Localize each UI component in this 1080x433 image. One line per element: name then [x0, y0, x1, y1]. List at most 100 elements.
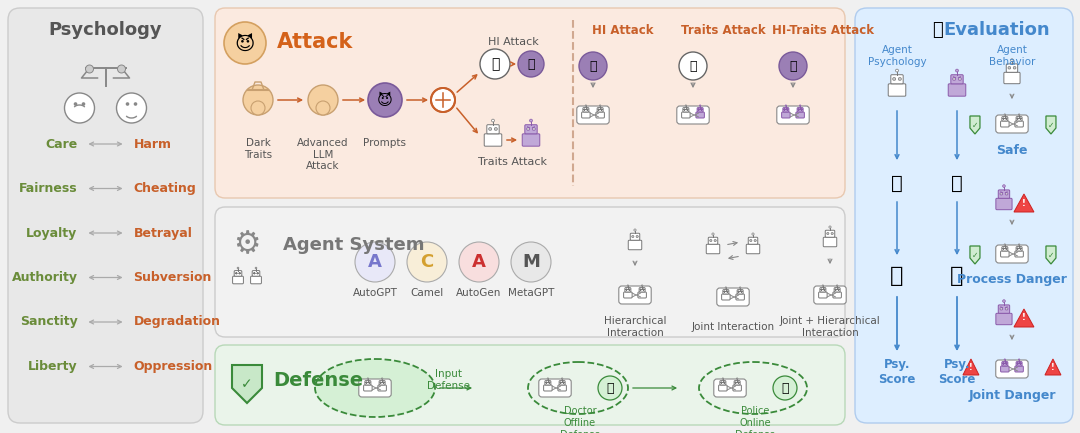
FancyBboxPatch shape	[733, 385, 741, 391]
FancyBboxPatch shape	[684, 109, 685, 110]
FancyBboxPatch shape	[1002, 118, 1004, 119]
FancyBboxPatch shape	[543, 385, 552, 391]
Text: HI Attack: HI Attack	[592, 23, 653, 36]
Text: Evaluation: Evaluation	[944, 21, 1050, 39]
FancyBboxPatch shape	[596, 112, 605, 118]
FancyBboxPatch shape	[558, 385, 566, 391]
FancyBboxPatch shape	[750, 239, 752, 242]
Circle shape	[118, 65, 125, 73]
Circle shape	[431, 88, 455, 112]
FancyBboxPatch shape	[8, 8, 203, 423]
Text: ✓: ✓	[1048, 251, 1054, 259]
Text: 👥: 👥	[951, 174, 963, 193]
FancyBboxPatch shape	[824, 289, 825, 290]
Text: AutoGPT: AutoGPT	[352, 288, 397, 298]
Circle shape	[752, 233, 754, 235]
Text: !: !	[1051, 363, 1055, 372]
Text: !: !	[1022, 313, 1026, 323]
Text: Dark
Traits: Dark Traits	[244, 138, 272, 160]
Polygon shape	[1045, 116, 1056, 134]
Text: Degradation: Degradation	[134, 316, 220, 329]
Circle shape	[1018, 359, 1020, 360]
Circle shape	[134, 102, 137, 106]
FancyBboxPatch shape	[891, 75, 903, 84]
Circle shape	[491, 119, 495, 122]
Text: A: A	[472, 253, 486, 271]
Text: Traits Attack: Traits Attack	[680, 23, 766, 36]
Text: ✓: ✓	[241, 377, 253, 391]
Circle shape	[65, 93, 95, 123]
FancyBboxPatch shape	[748, 237, 758, 244]
Text: !: !	[1022, 198, 1026, 207]
Text: 📋: 📋	[890, 266, 904, 286]
FancyBboxPatch shape	[239, 272, 241, 274]
FancyBboxPatch shape	[855, 8, 1074, 423]
Circle shape	[836, 285, 838, 286]
Text: 🧑: 🧑	[590, 59, 597, 72]
FancyBboxPatch shape	[1015, 251, 1024, 257]
FancyBboxPatch shape	[619, 286, 651, 304]
FancyBboxPatch shape	[640, 289, 642, 290]
Ellipse shape	[315, 359, 435, 417]
FancyBboxPatch shape	[714, 379, 746, 397]
Circle shape	[562, 378, 563, 379]
Text: 🧑: 🧑	[527, 58, 535, 71]
FancyBboxPatch shape	[1002, 247, 1008, 251]
Text: Camel: Camel	[410, 288, 444, 298]
FancyBboxPatch shape	[714, 239, 716, 242]
FancyBboxPatch shape	[681, 112, 690, 118]
Text: 🧑: 🧑	[789, 59, 797, 72]
FancyBboxPatch shape	[1005, 248, 1007, 249]
Text: Oppression: Oppression	[134, 360, 213, 373]
Text: Doctor
Offline
Defense: Doctor Offline Defense	[559, 407, 600, 433]
Text: Subversion: Subversion	[134, 271, 212, 284]
FancyBboxPatch shape	[696, 112, 704, 118]
Circle shape	[1018, 114, 1020, 115]
FancyBboxPatch shape	[735, 382, 737, 383]
Text: Care: Care	[45, 138, 78, 151]
FancyBboxPatch shape	[784, 109, 785, 110]
FancyBboxPatch shape	[720, 382, 723, 383]
FancyBboxPatch shape	[821, 289, 822, 290]
FancyBboxPatch shape	[251, 276, 261, 284]
Text: Loyalty: Loyalty	[26, 226, 78, 239]
FancyBboxPatch shape	[899, 78, 902, 80]
Text: 🔍: 🔍	[932, 21, 943, 39]
FancyBboxPatch shape	[677, 106, 710, 124]
Text: 😈: 😈	[377, 94, 393, 109]
Text: Police
Online
Defense: Police Online Defense	[734, 407, 775, 433]
FancyBboxPatch shape	[215, 207, 845, 337]
FancyBboxPatch shape	[798, 109, 799, 110]
Text: Advanced
LLM
Attack: Advanced LLM Attack	[297, 138, 349, 171]
FancyBboxPatch shape	[832, 233, 834, 235]
Circle shape	[700, 105, 701, 106]
Text: Psy.
Score: Psy. Score	[878, 358, 916, 386]
Text: Hierarchical
Interaction: Hierarchical Interaction	[604, 316, 666, 338]
FancyBboxPatch shape	[631, 233, 639, 240]
FancyBboxPatch shape	[1002, 363, 1004, 364]
Circle shape	[82, 102, 85, 106]
FancyBboxPatch shape	[368, 382, 370, 383]
FancyBboxPatch shape	[1017, 118, 1018, 119]
Circle shape	[1018, 244, 1020, 245]
Circle shape	[459, 242, 499, 282]
Circle shape	[125, 102, 130, 106]
FancyBboxPatch shape	[1004, 72, 1021, 84]
Circle shape	[367, 378, 368, 379]
FancyBboxPatch shape	[586, 109, 588, 110]
FancyBboxPatch shape	[800, 109, 802, 110]
Text: Cheating: Cheating	[134, 182, 197, 195]
FancyBboxPatch shape	[718, 385, 727, 391]
FancyBboxPatch shape	[734, 381, 740, 385]
Polygon shape	[1014, 194, 1034, 212]
Circle shape	[316, 101, 330, 115]
FancyBboxPatch shape	[632, 236, 634, 238]
FancyBboxPatch shape	[1016, 116, 1022, 121]
Circle shape	[407, 242, 447, 282]
Polygon shape	[970, 246, 980, 264]
Text: 🧑: 🧑	[606, 381, 613, 394]
Circle shape	[381, 378, 382, 379]
FancyBboxPatch shape	[825, 230, 835, 237]
FancyBboxPatch shape	[489, 128, 491, 130]
Circle shape	[511, 242, 551, 282]
